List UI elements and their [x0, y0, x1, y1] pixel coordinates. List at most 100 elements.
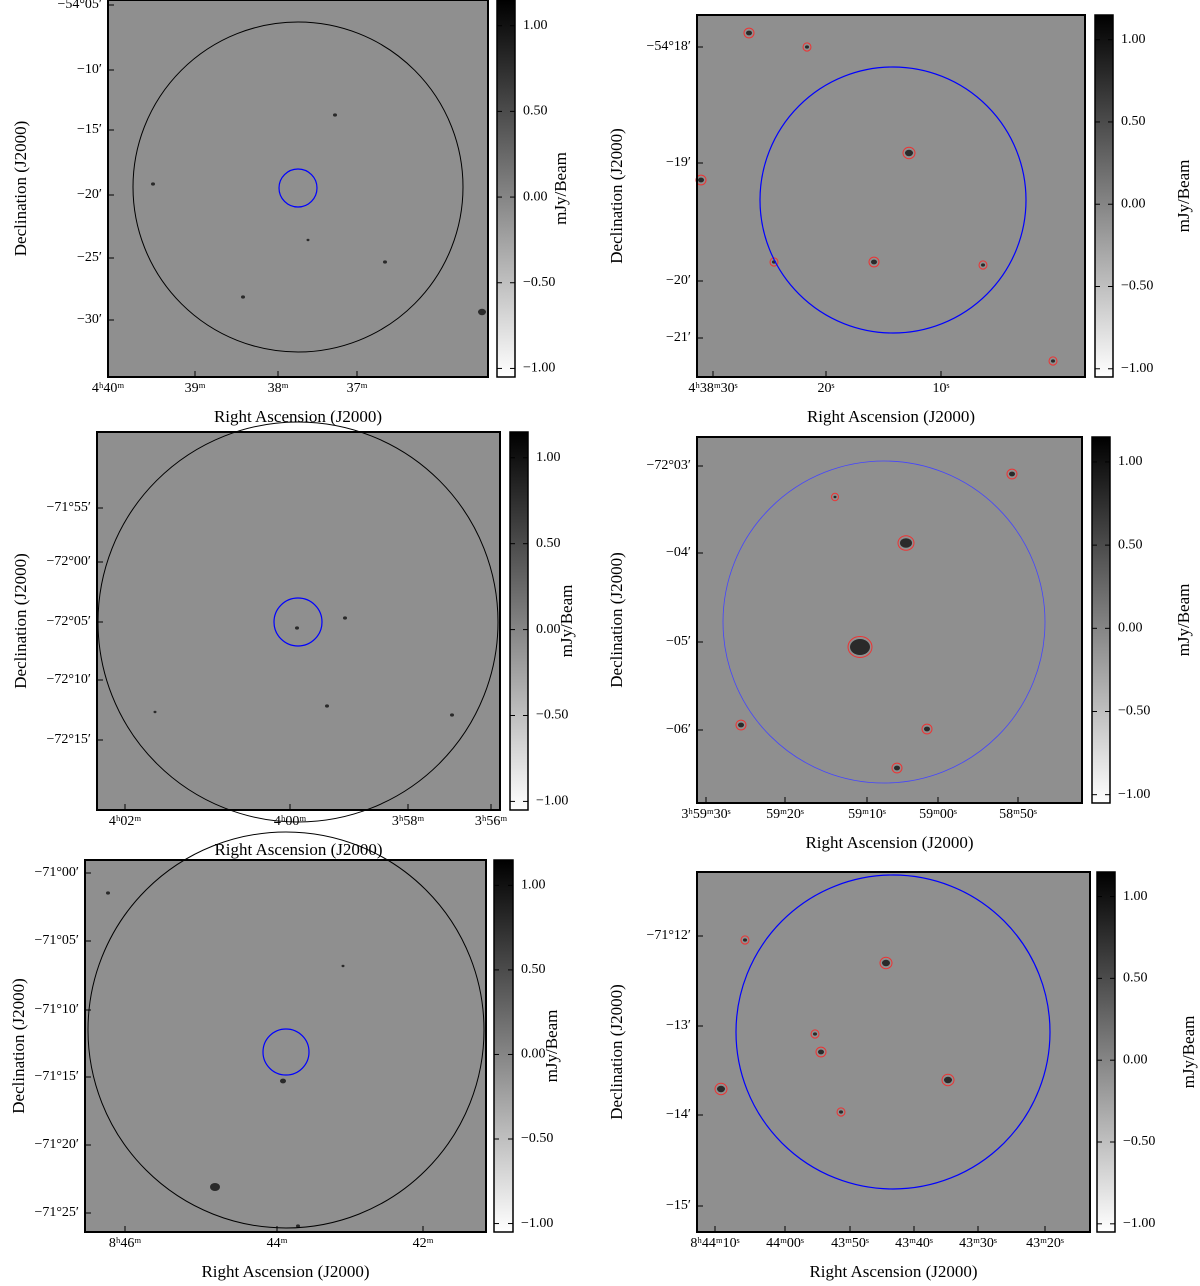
x-tick-label: 43ᵐ50ˢ — [831, 1236, 869, 1251]
y-axis-label: Declination (J2000) — [607, 984, 626, 1120]
y-tick-label: −30′ — [77, 312, 102, 327]
y-tick-label: −15′ — [666, 1198, 691, 1213]
plot-frame — [96, 431, 501, 811]
colorbar-tick-label: −1.00 — [1123, 1216, 1155, 1231]
colorbar — [493, 859, 514, 1233]
y-tick-label: −20′ — [666, 273, 691, 288]
plot-frame — [696, 871, 1091, 1233]
colorbar-tick-label: −0.50 — [1121, 279, 1153, 294]
source — [981, 263, 985, 267]
source — [478, 308, 486, 316]
colorbar-tick-label: 0.50 — [536, 536, 561, 551]
colorbar-tick-label: 0.50 — [1118, 537, 1143, 552]
source — [894, 765, 900, 771]
colorbar-tick-label: 0.50 — [521, 962, 546, 977]
x-tick-label: 39ᵐ — [185, 381, 206, 396]
colorbar-tick-label: 0.00 — [523, 189, 548, 204]
sky-image — [697, 15, 1085, 377]
x-tick-label: 3ʰ59ᵐ30ˢ — [681, 807, 730, 822]
source — [833, 495, 837, 499]
y-tick-label: −05′ — [666, 634, 691, 649]
contour — [921, 723, 933, 735]
contour — [897, 535, 915, 551]
x-tick-label: 44ᵐ — [267, 1236, 288, 1251]
field-circle — [278, 168, 318, 208]
contour — [740, 935, 750, 945]
contour — [879, 956, 893, 970]
source — [900, 538, 912, 548]
colorbar-tick-label: 1.00 — [1121, 32, 1146, 47]
x-tick-label: 58ᵐ50ˢ — [999, 807, 1037, 822]
sky-image — [97, 432, 500, 810]
colorbar-tick-label: 1.00 — [536, 450, 561, 465]
source — [450, 713, 454, 717]
colorbar-tick-label: 0.00 — [1118, 621, 1143, 636]
contour — [1006, 468, 1018, 480]
source — [383, 260, 387, 264]
source — [151, 182, 155, 186]
source — [153, 710, 157, 714]
sky-image — [108, 0, 488, 377]
y-tick-label: −21′ — [666, 330, 691, 345]
sky-image — [697, 437, 1082, 803]
colorbar-tick-label: 0.00 — [536, 622, 561, 637]
x-tick-label: 59ᵐ00ˢ — [919, 807, 957, 822]
colorbar-tick-label: −1.00 — [523, 361, 555, 376]
sky-image — [697, 872, 1090, 1232]
plot-frame — [696, 14, 1086, 378]
y-tick-label: −13′ — [666, 1018, 691, 1033]
contour — [735, 719, 747, 731]
plot-frame — [107, 0, 489, 378]
y-tick-label: −10′ — [77, 62, 102, 77]
source — [325, 704, 329, 708]
x-tick-label: 38ᵐ — [268, 381, 289, 396]
contour — [978, 260, 988, 270]
colorbar-tick-label: 0.00 — [1123, 1052, 1148, 1067]
colorbar-tick-label: 1.00 — [1118, 454, 1143, 469]
source — [306, 238, 310, 242]
colorbar-tick-label: −0.50 — [1118, 704, 1150, 719]
source — [717, 1085, 725, 1093]
colorbar-label: mJy/Beam — [557, 585, 576, 658]
y-tick-label: −19′ — [666, 155, 691, 170]
y-tick-label: −54°05′ — [57, 0, 102, 12]
x-tick-label: 4ʰ38ᵐ30ˢ — [688, 381, 737, 396]
source — [871, 259, 877, 265]
source — [850, 639, 870, 655]
source — [924, 726, 930, 732]
contour — [810, 1029, 820, 1039]
sky-image — [85, 860, 486, 1232]
colorbar-tick-label: 0.50 — [523, 104, 548, 119]
y-tick-label: −04′ — [666, 545, 691, 560]
source — [905, 149, 913, 157]
source — [805, 45, 809, 49]
contour — [802, 42, 812, 52]
colorbar-tick-label: −1.00 — [521, 1216, 553, 1231]
y-axis-label: Declination (J2000) — [607, 128, 626, 264]
x-tick-label: 8ʰ44ᵐ10ˢ — [690, 1236, 739, 1251]
contour — [847, 636, 873, 658]
field-circle — [262, 1028, 310, 1076]
y-tick-label: −54°18′ — [646, 39, 691, 54]
field-circle — [87, 831, 485, 1229]
y-tick-label: −71°25′ — [34, 1205, 79, 1220]
source — [343, 616, 347, 620]
x-tick-label: 4ʰ40ᵐ — [92, 381, 124, 396]
y-tick-label: −72°03′ — [646, 458, 691, 473]
contour — [743, 27, 755, 39]
source — [1009, 471, 1015, 477]
source — [341, 964, 345, 968]
x-axis-label: Right Ascension (J2000) — [214, 407, 382, 426]
x-axis-label: Right Ascension (J2000) — [201, 1262, 369, 1281]
x-tick-label: 43ᵐ30ˢ — [959, 1236, 997, 1251]
source — [1051, 359, 1055, 363]
y-tick-label: −72°00′ — [46, 554, 91, 569]
contour — [891, 762, 903, 774]
y-tick-label: −71°00′ — [34, 865, 79, 880]
field-circle — [735, 874, 1051, 1190]
x-tick-label: 20ˢ — [818, 381, 835, 396]
colorbar-tick-label: −0.50 — [1123, 1134, 1155, 1149]
colorbar-tick-label: −1.00 — [1121, 361, 1153, 376]
x-tick-label: 59ᵐ10ˢ — [848, 807, 886, 822]
colorbar-label: mJy/Beam — [542, 1010, 561, 1083]
